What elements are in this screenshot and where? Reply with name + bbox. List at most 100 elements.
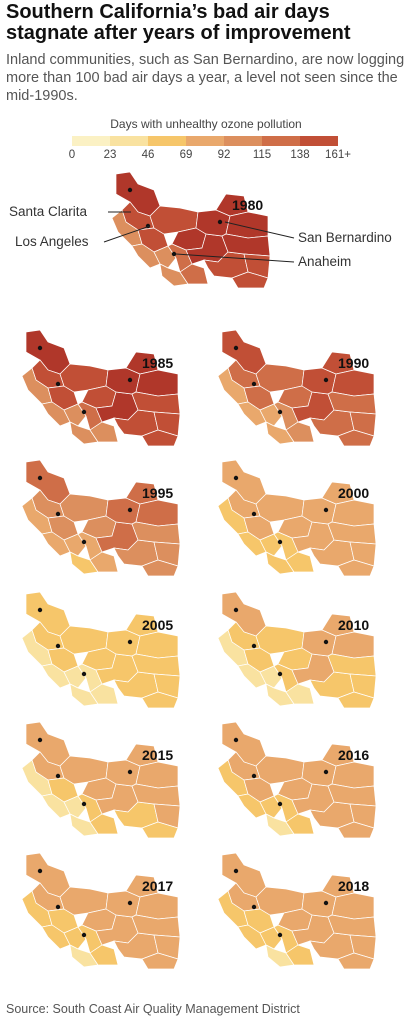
map-1985: 1985 [18,329,188,455]
region-long-beach [63,795,87,819]
region-desert-south [141,821,179,839]
map-2010: 2010 [214,591,384,717]
legend-tick-46: 46 [141,149,155,161]
region-long-beach [63,926,87,950]
chart-title: Southern California’s bad air days stagn… [6,1,351,44]
map-2015: 2015 [18,721,188,847]
dot-los-angeles [251,381,257,387]
region-san-bernardino-e [321,351,355,375]
region-redlands [225,211,269,239]
legend-tick-161: 161+ [325,149,351,161]
chart-subtitle: Inland communities, such as San Bernardi… [6,52,405,104]
region-orange-south [285,421,315,443]
map-2016: 2016 [214,721,384,847]
region-san-bernardino-e [125,613,159,637]
dot-san-bernardino [127,769,133,775]
region-san-bernardino-e [125,874,159,898]
legend-tick-115: 115 [252,149,272,161]
region-redlands [135,892,179,920]
region-san-bernardino-e [321,481,355,505]
dot-santa-clarita [233,607,239,613]
legend-swatch-5 [224,136,262,146]
dot-san-bernardino [323,507,329,513]
region-san-bernardino-e [125,481,159,505]
map-svg-2010: 2010 [217,591,377,709]
region-orange-south [89,683,119,705]
region-desert-south [337,559,375,577]
map-2005: 2005 [18,591,188,717]
dot-anaheim [81,539,87,545]
source-note: Source: South Coast Air Quality Manageme… [6,1002,300,1016]
map-1980: 1980 [108,171,278,297]
dot-santa-clarita [233,868,239,874]
region-orange-south [89,421,119,443]
region-redlands [135,369,179,397]
region-desert-south [141,952,179,970]
region-orange-south [285,944,315,966]
dot-santa-clarita [233,475,239,481]
region-redlands [135,761,179,789]
legend-tick-23: 23 [103,149,117,161]
dot-los-angeles [55,643,61,649]
dot-san-bernardino [217,219,223,225]
legend-swatch-2 [110,136,148,146]
region-orange-south [89,551,119,573]
dot-anaheim [277,801,283,807]
dot-anaheim [277,932,283,938]
year-label: 2017 [142,878,173,894]
region-redlands [331,631,375,659]
label-san-bernardino: San Bernardino [298,230,392,245]
legend-swatch-4 [186,136,224,146]
map-svg-2018: 2018 [217,852,377,970]
map-2000: 2000 [214,459,384,585]
region-orange-south [285,813,315,835]
dot-los-angeles [251,511,257,517]
legend-title: Days with unhealthy ozone pollution [110,117,302,131]
region-long-beach [63,665,87,689]
map-svg-2000: 2000 [217,459,377,577]
year-label: 2018 [338,878,369,894]
region-long-beach [259,533,283,557]
dot-los-angeles [251,904,257,910]
dot-santa-clarita [233,737,239,743]
region-orange-south [89,944,119,966]
dot-los-angeles [55,773,61,779]
year-label: 2005 [142,617,173,633]
legend-color-bar [72,136,338,146]
dot-los-angeles [55,904,61,910]
label-santa-clarita: Santa Clarita [9,204,88,219]
dot-anaheim [277,409,283,415]
map-2018: 2018 [214,852,384,978]
year-label: 1990 [338,355,369,371]
region-orange-south [179,263,209,285]
region-desert-south [337,952,375,970]
dot-anaheim [277,671,283,677]
dot-santa-clarita [233,345,239,351]
region-long-beach [259,403,283,427]
dot-san-bernardino [323,639,329,645]
region-long-beach [63,533,87,557]
dot-santa-clarita [37,345,43,351]
dot-san-bernardino [127,507,133,513]
region-orange-south [285,683,315,705]
dot-anaheim [81,671,87,677]
region-redlands [331,892,375,920]
region-long-beach [259,926,283,950]
dot-san-bernardino [127,639,133,645]
region-long-beach [259,795,283,819]
dot-santa-clarita [37,607,43,613]
region-orange-south [285,551,315,573]
legend: Days with unhealthy ozone pollution 0 23… [66,117,351,163]
legend-swatch-1 [72,136,110,146]
dot-san-bernardino [323,377,329,383]
map-svg-2017: 2017 [21,852,181,970]
year-label: 2015 [142,747,173,763]
map-svg-1985: 1985 [21,329,181,447]
region-san-bernardino-e [321,613,355,637]
map-svg-2005: 2005 [21,591,181,709]
legend-tick-69: 69 [179,149,193,161]
region-desert-south [337,691,375,709]
map-1990: 1990 [214,329,384,455]
region-redlands [331,761,375,789]
map-svg-2015: 2015 [21,721,181,839]
